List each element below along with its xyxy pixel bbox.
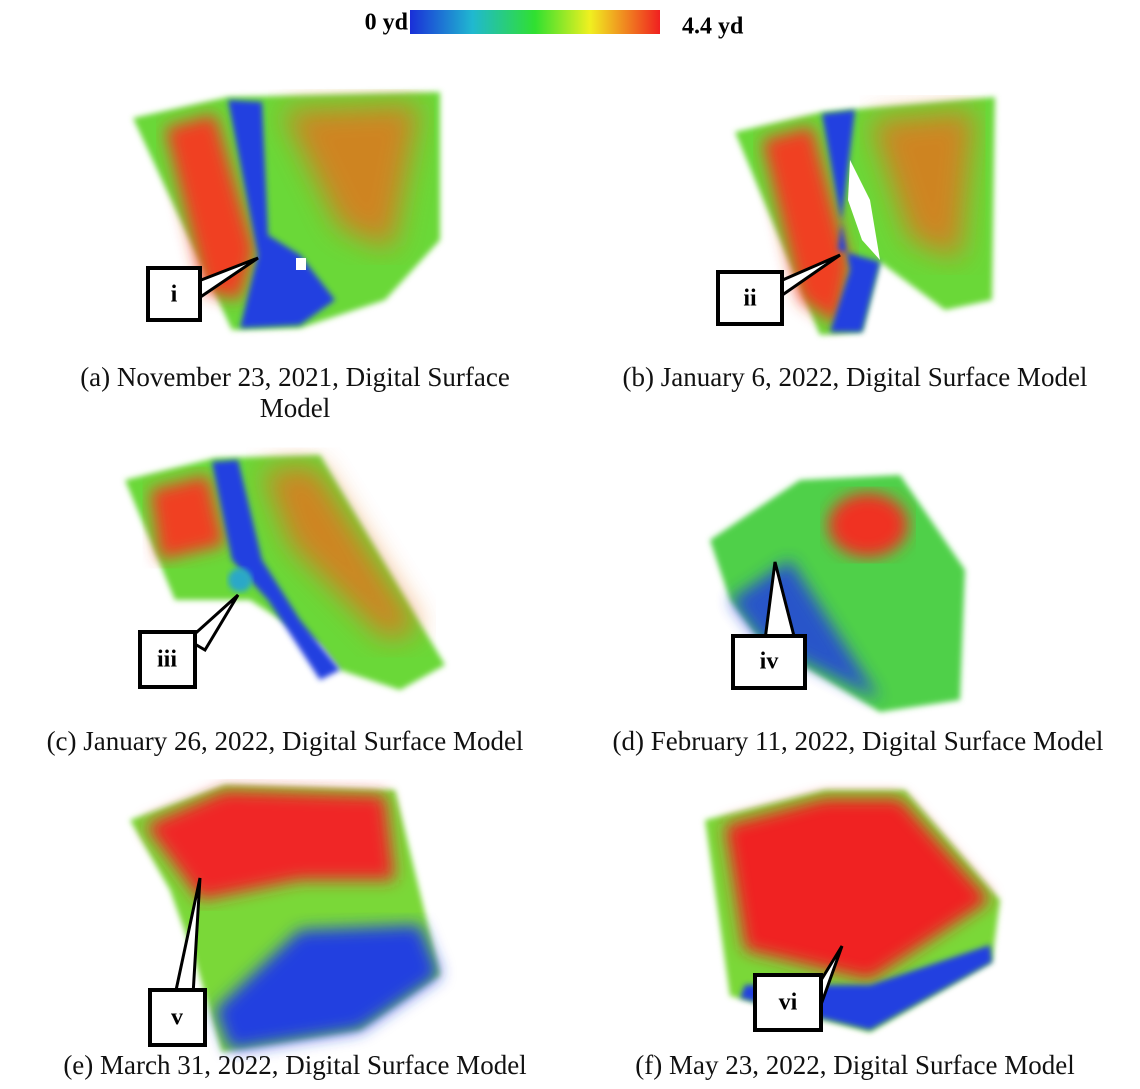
callout-label: iii	[157, 647, 177, 673]
panel-a-surface	[133, 92, 440, 330]
surface-high	[725, 798, 990, 980]
gap	[296, 258, 306, 270]
colorbar	[410, 10, 660, 34]
panel-e-surface	[130, 785, 440, 1052]
callout-box	[753, 973, 823, 1032]
surface-low	[228, 100, 335, 328]
callout-label: i	[171, 282, 178, 308]
surface-high	[262, 465, 420, 640]
callout-box	[148, 988, 207, 1047]
colorbar-min-label: 0 yd	[365, 10, 409, 36]
callout-label: iv	[760, 649, 779, 675]
surface-high	[762, 126, 850, 325]
gap	[848, 160, 880, 260]
caption: (c) January 26, 2022, Digital Surface Mo…	[46, 726, 524, 756]
surface-low	[822, 110, 880, 332]
caption: (d) February 11, 2022, Digital Surface M…	[612, 726, 1104, 756]
surface-low	[730, 560, 880, 700]
panel-f-surface	[705, 790, 1000, 1032]
surface-high	[150, 475, 225, 560]
panel-d-surface	[710, 475, 965, 712]
caption: (a) November 23, 2021, Digital Surface M…	[80, 362, 510, 423]
surface-high	[165, 114, 255, 300]
callout-box	[138, 630, 197, 689]
caption: (e) March 31, 2022, Digital Surface Mode…	[63, 1050, 527, 1080]
panel-c-surface	[125, 455, 445, 690]
colorbar-max-label: 4.4 yd	[682, 14, 744, 40]
callout-label: vi	[779, 990, 798, 1016]
callout-label: ii	[743, 286, 757, 312]
callout-label: v	[171, 1005, 183, 1031]
callout-box	[716, 270, 784, 326]
surface-low	[215, 925, 440, 1050]
surface-high	[828, 493, 908, 557]
surface-high	[870, 110, 975, 260]
callout-box	[146, 266, 202, 322]
surface-low	[212, 460, 340, 680]
caption: (b) January 6, 2022, Digital Surface Mod…	[622, 362, 1088, 392]
surface-high	[145, 790, 395, 900]
surface-high	[282, 104, 420, 250]
caption: (f) May 23, 2022, Digital Surface Model	[635, 1050, 1075, 1080]
surface-low	[228, 568, 252, 592]
callout-box	[731, 634, 807, 690]
